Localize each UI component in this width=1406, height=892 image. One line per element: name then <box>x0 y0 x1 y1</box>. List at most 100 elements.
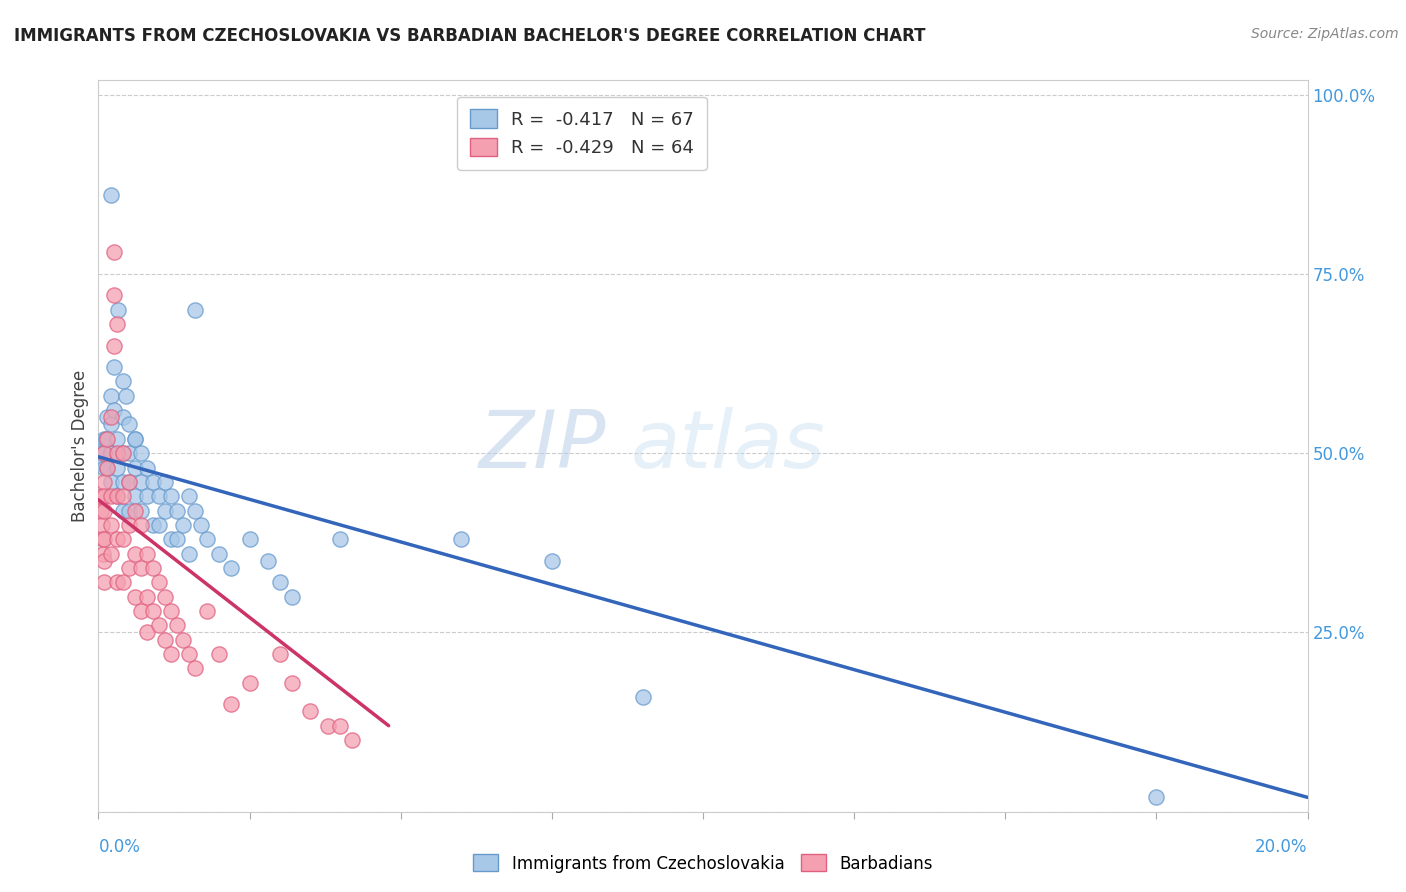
Point <box>111 503 134 517</box>
Point <box>93 460 115 475</box>
Point <box>166 503 188 517</box>
Point <box>195 604 218 618</box>
Point <box>135 625 157 640</box>
Point <box>329 533 352 547</box>
Point <box>111 475 134 489</box>
Point <box>256 554 278 568</box>
Point <box>111 446 134 460</box>
Point <box>208 647 231 661</box>
Legend: Immigrants from Czechoslovakia, Barbadians: Immigrants from Czechoslovakia, Barbadia… <box>467 847 939 880</box>
Point <box>142 604 165 618</box>
Point <box>111 575 134 590</box>
Point <box>239 675 262 690</box>
Point <box>90 446 112 460</box>
Text: Source: ZipAtlas.com: Source: ZipAtlas.com <box>1251 27 1399 41</box>
Point <box>184 302 207 317</box>
Point <box>208 547 231 561</box>
Point <box>94 432 117 446</box>
Point <box>239 533 262 547</box>
Point <box>135 547 157 561</box>
Point <box>160 647 183 661</box>
Point <box>118 475 141 489</box>
Point <box>100 517 122 532</box>
Point <box>179 547 201 561</box>
Point <box>100 446 122 460</box>
Point <box>96 410 118 425</box>
Point <box>166 618 188 632</box>
Point <box>160 489 183 503</box>
Point <box>179 489 201 503</box>
Point <box>142 517 165 532</box>
Point <box>153 632 176 647</box>
Point <box>129 561 152 575</box>
Point <box>148 618 170 632</box>
Text: ZIP: ZIP <box>479 407 606 485</box>
Point <box>124 590 146 604</box>
Point <box>111 375 134 389</box>
Text: 20.0%: 20.0% <box>1256 838 1308 856</box>
Text: atlas: atlas <box>630 407 825 485</box>
Point <box>221 561 243 575</box>
Point <box>124 460 146 475</box>
Point <box>166 533 188 547</box>
Point <box>111 489 134 503</box>
Point <box>124 432 146 446</box>
Point <box>118 446 141 460</box>
Point <box>103 338 125 352</box>
Point <box>93 503 115 517</box>
Point <box>135 590 157 604</box>
Point <box>96 460 118 475</box>
Point <box>124 547 146 561</box>
Point <box>142 561 165 575</box>
Point <box>450 533 472 547</box>
Point <box>105 489 128 503</box>
Point <box>105 489 128 503</box>
Point <box>96 460 118 475</box>
Point <box>124 489 146 503</box>
Point <box>342 733 364 747</box>
Point <box>118 475 141 489</box>
Legend: R =  -0.417   N = 67, R =  -0.429   N = 64: R = -0.417 N = 67, R = -0.429 N = 64 <box>457 96 707 169</box>
Point <box>93 575 115 590</box>
Point <box>129 517 152 532</box>
Point <box>281 590 304 604</box>
Point <box>100 475 122 489</box>
Point <box>269 575 291 590</box>
Point <box>118 517 141 532</box>
Point <box>105 460 128 475</box>
Point <box>299 704 322 718</box>
Point <box>179 647 201 661</box>
Point <box>105 575 128 590</box>
Point <box>118 417 141 432</box>
Point <box>93 446 115 460</box>
Point <box>111 533 134 547</box>
Point <box>96 432 118 446</box>
Point <box>118 503 141 517</box>
Point <box>329 719 352 733</box>
Point <box>93 432 115 446</box>
Point <box>160 533 183 547</box>
Point <box>100 410 122 425</box>
Point <box>135 460 157 475</box>
Point <box>90 503 112 517</box>
Point <box>100 489 122 503</box>
Point <box>93 554 115 568</box>
Point <box>129 475 152 489</box>
Point <box>111 446 134 460</box>
Point <box>153 590 176 604</box>
Point <box>114 389 136 403</box>
Point <box>172 632 194 647</box>
Point <box>90 489 112 503</box>
Point <box>100 446 122 460</box>
Point <box>153 503 176 517</box>
Point <box>195 533 218 547</box>
Text: IMMIGRANTS FROM CZECHOSLOVAKIA VS BARBADIAN BACHELOR'S DEGREE CORRELATION CHART: IMMIGRANTS FROM CZECHOSLOVAKIA VS BARBAD… <box>14 27 925 45</box>
Point <box>105 317 128 331</box>
Point <box>105 446 128 460</box>
Point <box>129 503 152 517</box>
Point <box>91 517 114 532</box>
Point <box>105 533 128 547</box>
Point <box>105 432 128 446</box>
Point <box>91 457 114 471</box>
Point <box>93 446 115 460</box>
